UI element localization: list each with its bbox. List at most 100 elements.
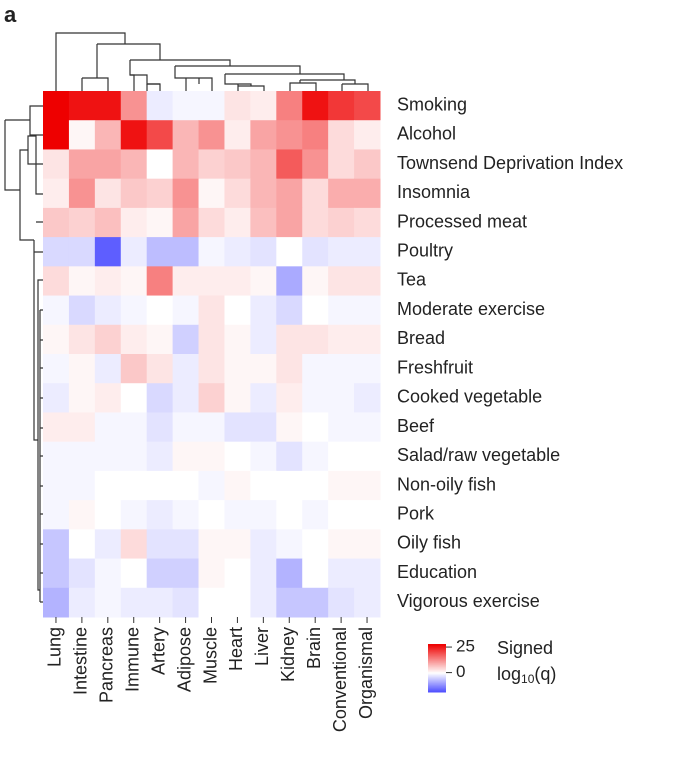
column-label: Intestine [71,627,91,695]
heatmap-cell [354,441,381,472]
heatmap-cell [198,91,225,121]
colorbar-segment [428,665,446,667]
colorbar-segment [428,653,446,655]
heatmap-cell [250,149,277,180]
heatmap-cell [43,120,70,150]
column-label: Artery [148,627,168,675]
heatmap-cell [224,149,251,180]
heatmap-cell [43,207,70,238]
heatmap-cell [250,412,277,443]
heatmap-cell [68,587,96,618]
heatmap-cell [146,91,174,121]
heatmap-cell [198,470,225,501]
heatmap-cell [172,295,200,326]
heatmap-cell [276,324,303,355]
heatmap-cell [302,587,329,618]
heatmap-cell [224,178,251,209]
heatmap-cell [172,237,200,267]
heatmap-cell [328,470,355,501]
heatmap-cell [328,412,355,443]
colorbar-segment [428,658,446,660]
heatmap-cell [276,558,303,589]
colorbar-segment [428,649,446,651]
heatmap-cell [68,149,96,180]
heatmap-cell [68,324,96,355]
heatmap-cell [43,412,70,443]
heatmap-cell [94,441,122,472]
heatmap-cell [120,529,148,560]
heatmap-cell [94,266,122,297]
heatmap-cell [198,529,225,560]
colorbar-segment [428,664,446,666]
heatmap-cell [172,412,200,443]
heatmap-cell [354,558,381,589]
heatmap-cell [198,587,225,618]
heatmap-cell [94,470,122,501]
heatmap-cell [250,120,277,150]
heatmap-cell [94,237,122,267]
heatmap-cell [276,295,303,326]
heatmap-cell [68,529,96,560]
column-label: Pancreas [97,627,117,703]
heatmap-cell [120,354,148,384]
heatmap-cell [354,587,381,618]
heatmap-cell [120,91,148,121]
heatmap-cell [120,237,148,267]
column-label: Immune [122,627,142,692]
heatmap-cell [120,470,148,501]
heatmap-cell [146,295,174,326]
colorbar-segment [428,679,446,681]
heatmap-cell [354,120,381,150]
heatmap-cell [302,500,329,530]
heatmap-cell [68,354,96,384]
heatmap-cell [250,441,277,472]
row-label: Alcohol [397,124,456,144]
heatmap-cell [198,120,225,150]
heatmap-cell [198,383,225,413]
heatmap-cell [198,558,225,589]
colorbar-segment [428,691,446,693]
heatmap-cell [302,470,329,501]
row-label: Beef [397,416,435,436]
heatmap-cell [250,587,277,618]
heatmap-cell [224,470,251,501]
row-dendrogram [4,105,43,603]
heatmap-cell [43,529,70,560]
heatmap-cell [250,266,277,297]
heatmap-cell [354,91,381,121]
heatmap-cell [328,266,355,297]
heatmap-cell [146,149,174,180]
heatmap-cell [146,266,174,297]
heatmap-cell [146,324,174,355]
heatmap-cell [302,295,329,326]
heatmap-cell [276,529,303,560]
heatmap-cell [43,441,70,472]
heatmap-cell [120,120,148,150]
heatmap-cell [328,237,355,267]
heatmap-cell [302,237,329,267]
heatmap-cell [354,207,381,238]
heatmap-cell [120,295,148,326]
heatmap-cell [172,470,200,501]
heatmap-cell [68,500,96,530]
heatmap-cell [328,558,355,589]
colorbar-segment [428,659,446,661]
heatmap-cell [354,412,381,443]
heatmap-cell [43,149,70,180]
colorbar-segment [428,681,446,683]
colorbar-segment [428,656,446,658]
heatmap-cell [224,412,251,443]
colorbar-segment [428,666,446,668]
heatmap-cell [146,587,174,618]
heatmap-cell [328,207,355,238]
heatmap-cell [250,207,277,238]
heatmap-cell [172,587,200,618]
heatmap-cell [172,354,200,384]
heatmap-cell [250,558,277,589]
heatmap-cell [302,91,329,121]
colorbar-segment [428,687,446,689]
heatmap-cell [354,470,381,501]
heatmap-cell [43,324,70,355]
colorbar-segment [428,660,446,662]
heatmap-cell [302,324,329,355]
